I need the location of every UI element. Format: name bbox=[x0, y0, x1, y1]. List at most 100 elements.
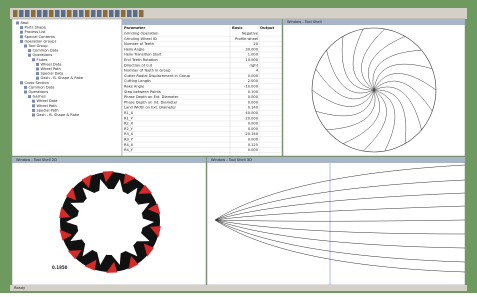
toolbar-icon bbox=[115, 10, 120, 17]
top-right-window bbox=[283, 19, 465, 156]
tree-item: Wheel Data bbox=[37, 99, 58, 103]
tree-icon bbox=[28, 54, 31, 57]
table-cell: 1.000 bbox=[248, 53, 259, 57]
tree-item: Special Data bbox=[41, 72, 64, 76]
table-cell: R1_Y bbox=[124, 116, 134, 120]
toolbar-icon bbox=[103, 10, 108, 17]
table-cell: Helix Angle bbox=[124, 47, 145, 51]
tree-icon bbox=[32, 109, 35, 112]
table-cell: Negative bbox=[242, 32, 259, 36]
table-cell: 20.140 bbox=[245, 132, 258, 136]
tree-item: Cross Section bbox=[25, 81, 49, 85]
table-cell: Profile wheel bbox=[235, 37, 258, 41]
table-cell: 0.000 bbox=[248, 95, 259, 99]
toolbar-icon bbox=[61, 10, 66, 17]
window-title: Window - Tool Shell 2D bbox=[16, 158, 57, 162]
toolbar-icon bbox=[139, 10, 144, 17]
table-cell: R4_Y bbox=[124, 148, 134, 152]
screen: Window - Tool Shell Window - Tool Shell … bbox=[0, 0, 477, 293]
window-title: Window - Tool Shell bbox=[287, 20, 322, 24]
tree-icon bbox=[32, 114, 35, 117]
table-cell: End Teeth Rotation bbox=[124, 58, 158, 62]
toolbar-icon bbox=[37, 10, 42, 17]
table-cell: Rake Angle bbox=[124, 85, 145, 89]
tree-icon bbox=[36, 63, 39, 66]
tree-item: Operations bbox=[29, 90, 49, 94]
toolbar-icon bbox=[67, 10, 72, 17]
tree-item: Gash - B. Shape & Rake bbox=[41, 76, 84, 80]
table-cell: Grinding Operation bbox=[124, 32, 158, 36]
tree-item: Wheel Path bbox=[41, 67, 61, 71]
tree-item: Wheel Data bbox=[41, 62, 62, 66]
tree-icon bbox=[36, 68, 39, 71]
table-cell: Number of Teeth bbox=[124, 42, 154, 46]
table-cell: right bbox=[250, 63, 259, 67]
toolbar-icon bbox=[55, 10, 60, 17]
toolbar-icon bbox=[19, 10, 24, 17]
table-cell: R3_Y bbox=[124, 138, 134, 142]
toolbar-icon bbox=[85, 10, 90, 17]
table-cell: 0.000 bbox=[248, 122, 259, 126]
tree-icon bbox=[20, 31, 23, 34]
toolbar-icon bbox=[109, 10, 114, 17]
tree-icon bbox=[24, 91, 27, 94]
tree-item: Operations bbox=[33, 53, 53, 57]
toolbar-icon bbox=[43, 10, 48, 17]
table-titlebar bbox=[122, 19, 282, 25]
tree-item: Tool Group bbox=[28, 44, 49, 48]
tree-icon bbox=[20, 40, 23, 43]
table-cell: Phase Depth on Int. Diameter bbox=[124, 100, 178, 104]
table-cell: 2.000 bbox=[248, 79, 259, 83]
tree-item: Operation Groups bbox=[25, 39, 57, 43]
tree-item: Common Data bbox=[29, 85, 55, 89]
table-cell: R1_X bbox=[124, 111, 134, 115]
table-cell: Cutter Radial Displacement in Group bbox=[124, 74, 191, 78]
table-cell: 0.100 bbox=[248, 90, 259, 94]
toolbar-icon bbox=[13, 10, 18, 17]
toolbar-icon bbox=[25, 10, 30, 17]
table-cell: 20 bbox=[253, 42, 258, 46]
tree-item: Gashes bbox=[33, 95, 46, 99]
tree-item: Special Path bbox=[37, 108, 59, 112]
tree-icon bbox=[28, 49, 31, 52]
toolbar-icon bbox=[49, 10, 54, 17]
toolbar-icon bbox=[31, 10, 36, 17]
toolbar-icon bbox=[133, 10, 138, 17]
table-cell: 0.000 bbox=[248, 148, 259, 152]
table-cell: Phase Depth on Ext. Diameter bbox=[124, 95, 179, 99]
page: Window - Tool Shell Window - Tool Shell … bbox=[0, 0, 477, 293]
table-cell: R4_X bbox=[124, 143, 134, 147]
table-cell: 0.000 bbox=[248, 100, 259, 104]
tree-item: Flutes bbox=[37, 58, 48, 62]
table-header: Parameter bbox=[124, 26, 145, 30]
table-cell: 20.000 bbox=[245, 116, 258, 120]
tree-icon bbox=[20, 26, 23, 29]
table-cell: R2_X bbox=[124, 122, 134, 126]
table-cell: Cutting Length bbox=[124, 79, 151, 83]
tree-icon bbox=[16, 22, 19, 25]
tree-item: Root bbox=[21, 21, 30, 25]
tree-icon bbox=[24, 45, 27, 48]
tree-icon bbox=[36, 77, 39, 80]
table-cell: Direction of Cut bbox=[124, 63, 153, 67]
tree-item: Special Contents bbox=[25, 35, 55, 39]
tree-item: Process List bbox=[25, 30, 47, 34]
toolbar-icon bbox=[73, 10, 78, 17]
tree-icon bbox=[20, 81, 23, 84]
table-cell: R3_X bbox=[124, 132, 134, 136]
table-cell: 0.000 bbox=[248, 127, 259, 131]
tree-item: Parts Shape bbox=[25, 26, 47, 30]
tree-icon bbox=[36, 72, 39, 75]
tree-icon bbox=[28, 95, 31, 98]
table-cell: R2_Y bbox=[124, 127, 134, 131]
status-bar bbox=[10, 285, 467, 291]
tree-item: Gash - B. Shape & Rake bbox=[37, 113, 80, 117]
tree-icon bbox=[24, 86, 27, 89]
table-cell: -10.000 bbox=[244, 85, 259, 89]
tree-icon bbox=[32, 104, 35, 107]
table-cell: 0.000 bbox=[248, 138, 259, 142]
table-cell: Grinding Wheel ID bbox=[124, 37, 157, 41]
toolbar-icon bbox=[121, 10, 126, 17]
toolbar-icon bbox=[127, 10, 132, 17]
table-cell: Number of Teeth in Group bbox=[124, 69, 171, 73]
